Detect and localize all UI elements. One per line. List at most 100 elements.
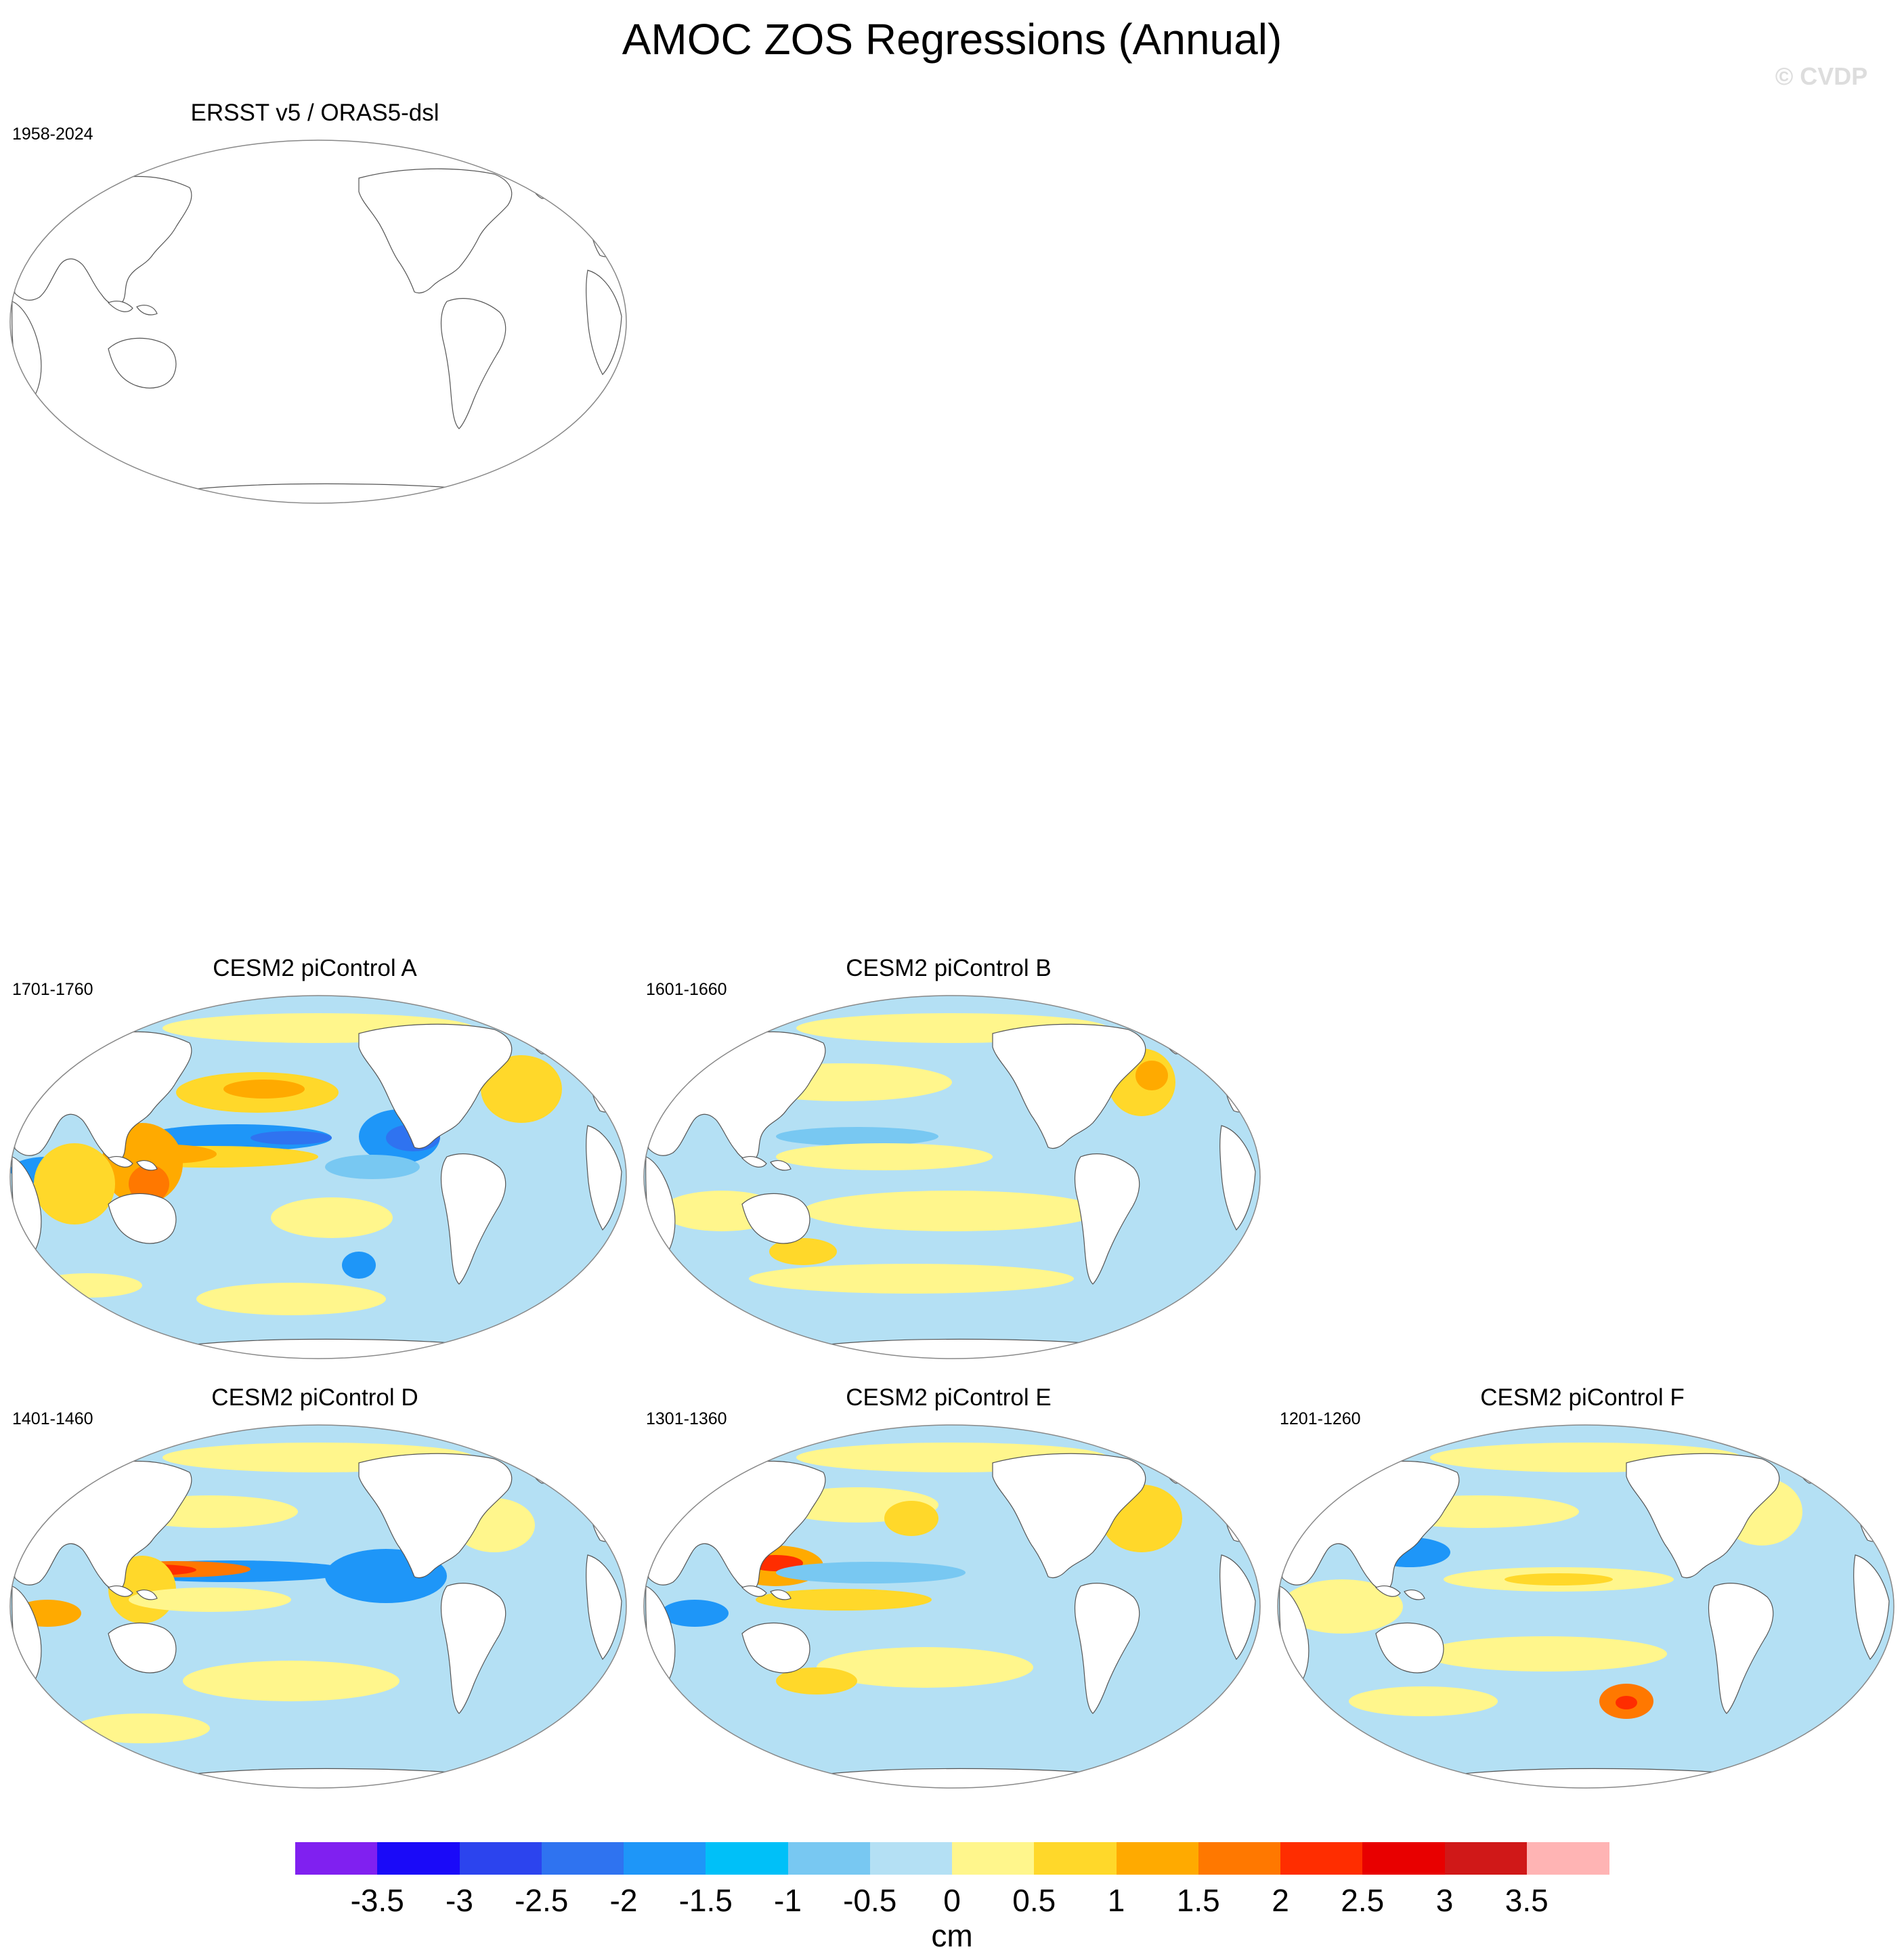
anomaly-patch <box>1616 1696 1637 1709</box>
colorbar-swatch <box>1198 1842 1281 1875</box>
continent <box>107 1155 133 1168</box>
map-content <box>644 1425 1260 1788</box>
continent <box>1404 1590 1425 1600</box>
continent <box>440 298 506 429</box>
anomaly-patch <box>34 1143 115 1224</box>
colorbar-swatch <box>1034 1842 1117 1875</box>
anomaly-patch <box>481 1055 562 1123</box>
colorbar <box>295 1842 1609 1875</box>
continent <box>1219 1554 1256 1661</box>
colorbar-tick-label: 2 <box>1272 1883 1289 1918</box>
map-border <box>9 1424 627 1789</box>
continent <box>108 337 177 389</box>
map-content <box>10 140 626 503</box>
continent <box>586 1125 622 1231</box>
anomaly-patch <box>34 1273 142 1298</box>
colorbar-tick-label: -2 <box>609 1883 638 1918</box>
panel-f: CESM2 piControl F 1201-1260 <box>1268 1383 1897 1810</box>
colorbar-tick-label: -3.5 <box>350 1883 404 1918</box>
colorbar-swatch <box>377 1842 460 1875</box>
continent <box>1626 1453 1780 1579</box>
anomaly-patch <box>803 1191 1101 1231</box>
continent <box>358 168 513 294</box>
anomaly-patch <box>251 1131 332 1145</box>
panel-title: CESM2 piControl B <box>846 955 1052 981</box>
panel-a: CESM2 piControl A 1701-1760 <box>0 954 630 1380</box>
cvdp-watermark: © CVDP <box>1775 62 1868 90</box>
continent <box>1375 1622 1444 1674</box>
anomaly-patch <box>661 1600 729 1627</box>
panel-title: CESM2 piControl F <box>1480 1384 1685 1411</box>
anomaly-patch <box>1505 1573 1613 1585</box>
panel-period: 1401-1460 <box>12 1409 93 1428</box>
anomaly-patch <box>776 1143 993 1170</box>
continent <box>770 1160 792 1171</box>
anomaly-patch <box>776 1562 966 1583</box>
continent <box>741 1622 810 1674</box>
colorbar-tick-label: 1.5 <box>1176 1883 1220 1918</box>
colorbar-swatch <box>1280 1842 1363 1875</box>
continent <box>108 1193 177 1244</box>
colorbar-swatch <box>295 1842 378 1875</box>
anomaly-patch <box>196 1283 386 1315</box>
anomaly-patch <box>183 1661 399 1701</box>
continent <box>440 1153 506 1285</box>
colorbar-tick-label: 1 <box>1107 1883 1125 1918</box>
map-content <box>10 996 626 1359</box>
map-border <box>643 995 1261 1359</box>
continent <box>440 1583 506 1714</box>
map-d <box>9 1424 627 1789</box>
anomaly-patch <box>223 1080 305 1099</box>
panel-title: ERSST v5 / ORAS5-dsl <box>190 100 439 126</box>
colorbar-swatch <box>459 1842 542 1875</box>
continent <box>108 1622 177 1674</box>
map-content <box>644 996 1260 1359</box>
continent <box>1708 1583 1774 1714</box>
colorbar-tick-label: 3 <box>1435 1883 1454 1918</box>
colorbar-swatch <box>1444 1842 1528 1875</box>
continent <box>770 1590 792 1600</box>
continent <box>992 1453 1146 1579</box>
continent <box>136 1590 158 1600</box>
continent <box>1375 1585 1401 1597</box>
colorbar-tick-label: -1.5 <box>678 1883 733 1918</box>
panel-e: CESM2 piControl E 1301-1360 <box>634 1383 1263 1810</box>
continent <box>136 305 158 316</box>
colorbar-tick-label: -1 <box>774 1883 802 1918</box>
colorbar-tick-label: 2.5 <box>1341 1883 1385 1918</box>
colorbar-swatch <box>1116 1842 1199 1875</box>
panel-title: CESM2 piControl D <box>211 1384 418 1411</box>
panel-period: 1301-1360 <box>646 1409 727 1428</box>
anomaly-patch <box>271 1197 393 1238</box>
anomaly-patch <box>74 1713 210 1743</box>
panel-title: CESM2 piControl E <box>846 1384 1052 1411</box>
panel-period: 1958-2024 <box>12 125 93 144</box>
colorbar-swatch <box>869 1842 953 1875</box>
continent <box>107 1585 133 1597</box>
colorbar-swatch <box>952 1842 1035 1875</box>
anomaly-patch <box>325 1155 420 1179</box>
anomaly-patch <box>1281 1579 1403 1634</box>
panel-title: CESM2 piControl A <box>213 955 417 981</box>
continent <box>358 1453 513 1579</box>
continent <box>358 1023 513 1149</box>
continent <box>1074 1583 1140 1714</box>
colorbar-swatch <box>1526 1842 1609 1875</box>
panel-period: 1701-1760 <box>12 980 93 999</box>
anomaly-patch <box>1423 1636 1667 1671</box>
anomaly-patch <box>817 1647 1033 1688</box>
ocean-field <box>10 140 626 503</box>
colorbar-tick-label: 3.5 <box>1505 1883 1549 1918</box>
colorbar-swatch <box>706 1842 788 1875</box>
anomaly-patch <box>776 1127 938 1146</box>
colorbar-tick-label: -3 <box>446 1883 473 1918</box>
anomaly-patch <box>142 1124 332 1151</box>
anomaly-patch <box>756 1589 932 1611</box>
anomaly-patch <box>776 1667 857 1695</box>
anomaly-patch <box>129 1588 291 1612</box>
continent <box>992 1023 1146 1149</box>
figure-title: AMOC ZOS Regressions (Annual) <box>622 15 1282 64</box>
continent <box>586 1554 622 1661</box>
panel-b: CESM2 piControl B 1601-1660 <box>634 954 1263 1380</box>
colorbar-swatch <box>787 1842 871 1875</box>
